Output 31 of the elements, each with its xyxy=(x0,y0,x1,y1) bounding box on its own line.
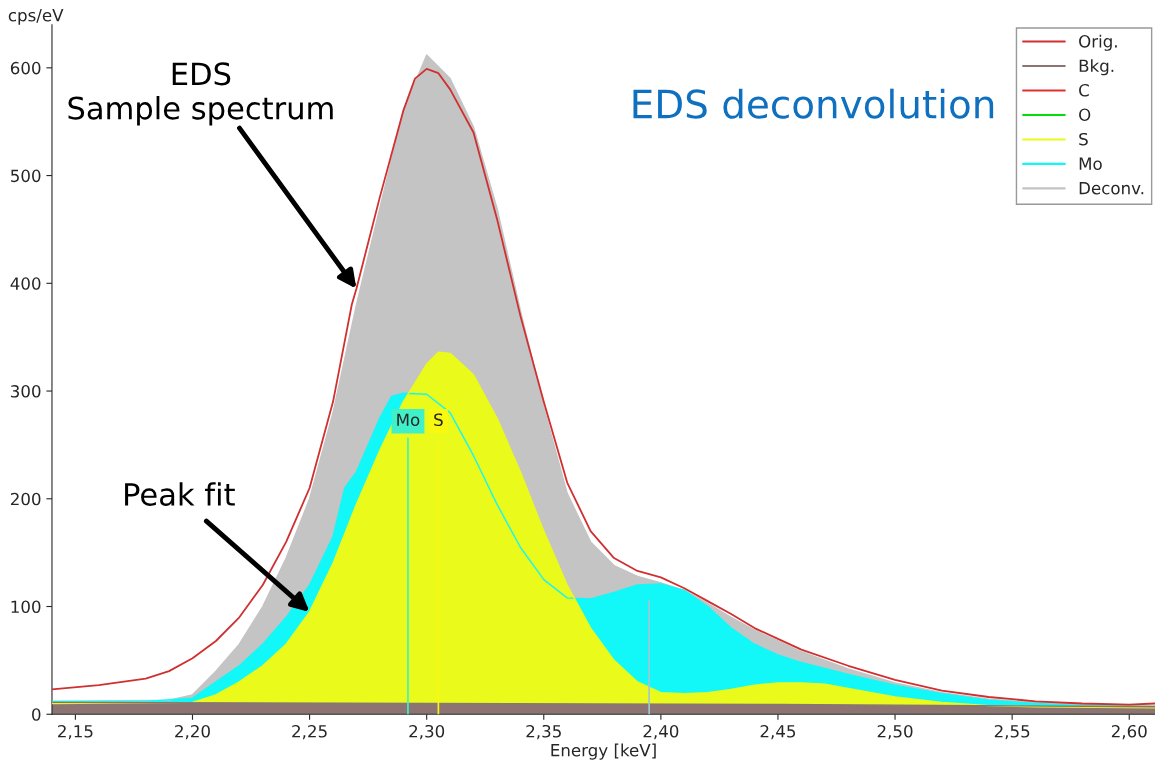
y-tick-label: 300 xyxy=(11,385,41,398)
y-tick-label: 500 xyxy=(11,169,41,183)
y-tick-label: 200 xyxy=(10,492,41,506)
x-tick-label: 2,45 xyxy=(760,724,796,740)
y-tick-label: 100 xyxy=(11,600,41,614)
x-tick-label: 2,55 xyxy=(994,724,1030,740)
x-tick-label: 2,15 xyxy=(58,724,93,740)
x-tick-label: 2,35 xyxy=(526,724,561,740)
legend-label: Bkg. xyxy=(1079,59,1114,76)
legend-label: Deconv. xyxy=(1079,182,1144,195)
legend-label: O xyxy=(1079,108,1091,122)
annotation: EDS deconvolution xyxy=(633,88,994,119)
annotation: Peak fit xyxy=(125,482,235,506)
legend-label: Orig. xyxy=(1079,34,1117,51)
x-axis-title: Energy [keV] xyxy=(551,743,656,760)
y-tick-label: 600 xyxy=(10,61,41,75)
ref-line-label: S xyxy=(434,413,443,427)
y-axis-title: cps/eV xyxy=(8,9,64,25)
x-tick-label: 2,60 xyxy=(1111,724,1147,740)
x-tick-label: 2,40 xyxy=(643,724,679,740)
y-tick-label: 400 xyxy=(10,277,41,290)
x-tick-label: 2,50 xyxy=(877,724,913,740)
legend-label: Mo xyxy=(1079,157,1102,170)
legend-label: S xyxy=(1079,132,1088,146)
legend-label: C xyxy=(1079,83,1089,97)
y-tick-label: 0 xyxy=(32,708,41,721)
x-tick-label: 2,20 xyxy=(175,724,210,740)
annotation: EDS Sample spectrum xyxy=(68,62,333,126)
ref-line-label: Mo xyxy=(397,413,420,427)
x-tick-label: 2,30 xyxy=(409,724,445,740)
x-tick-label: 2,25 xyxy=(292,724,327,740)
